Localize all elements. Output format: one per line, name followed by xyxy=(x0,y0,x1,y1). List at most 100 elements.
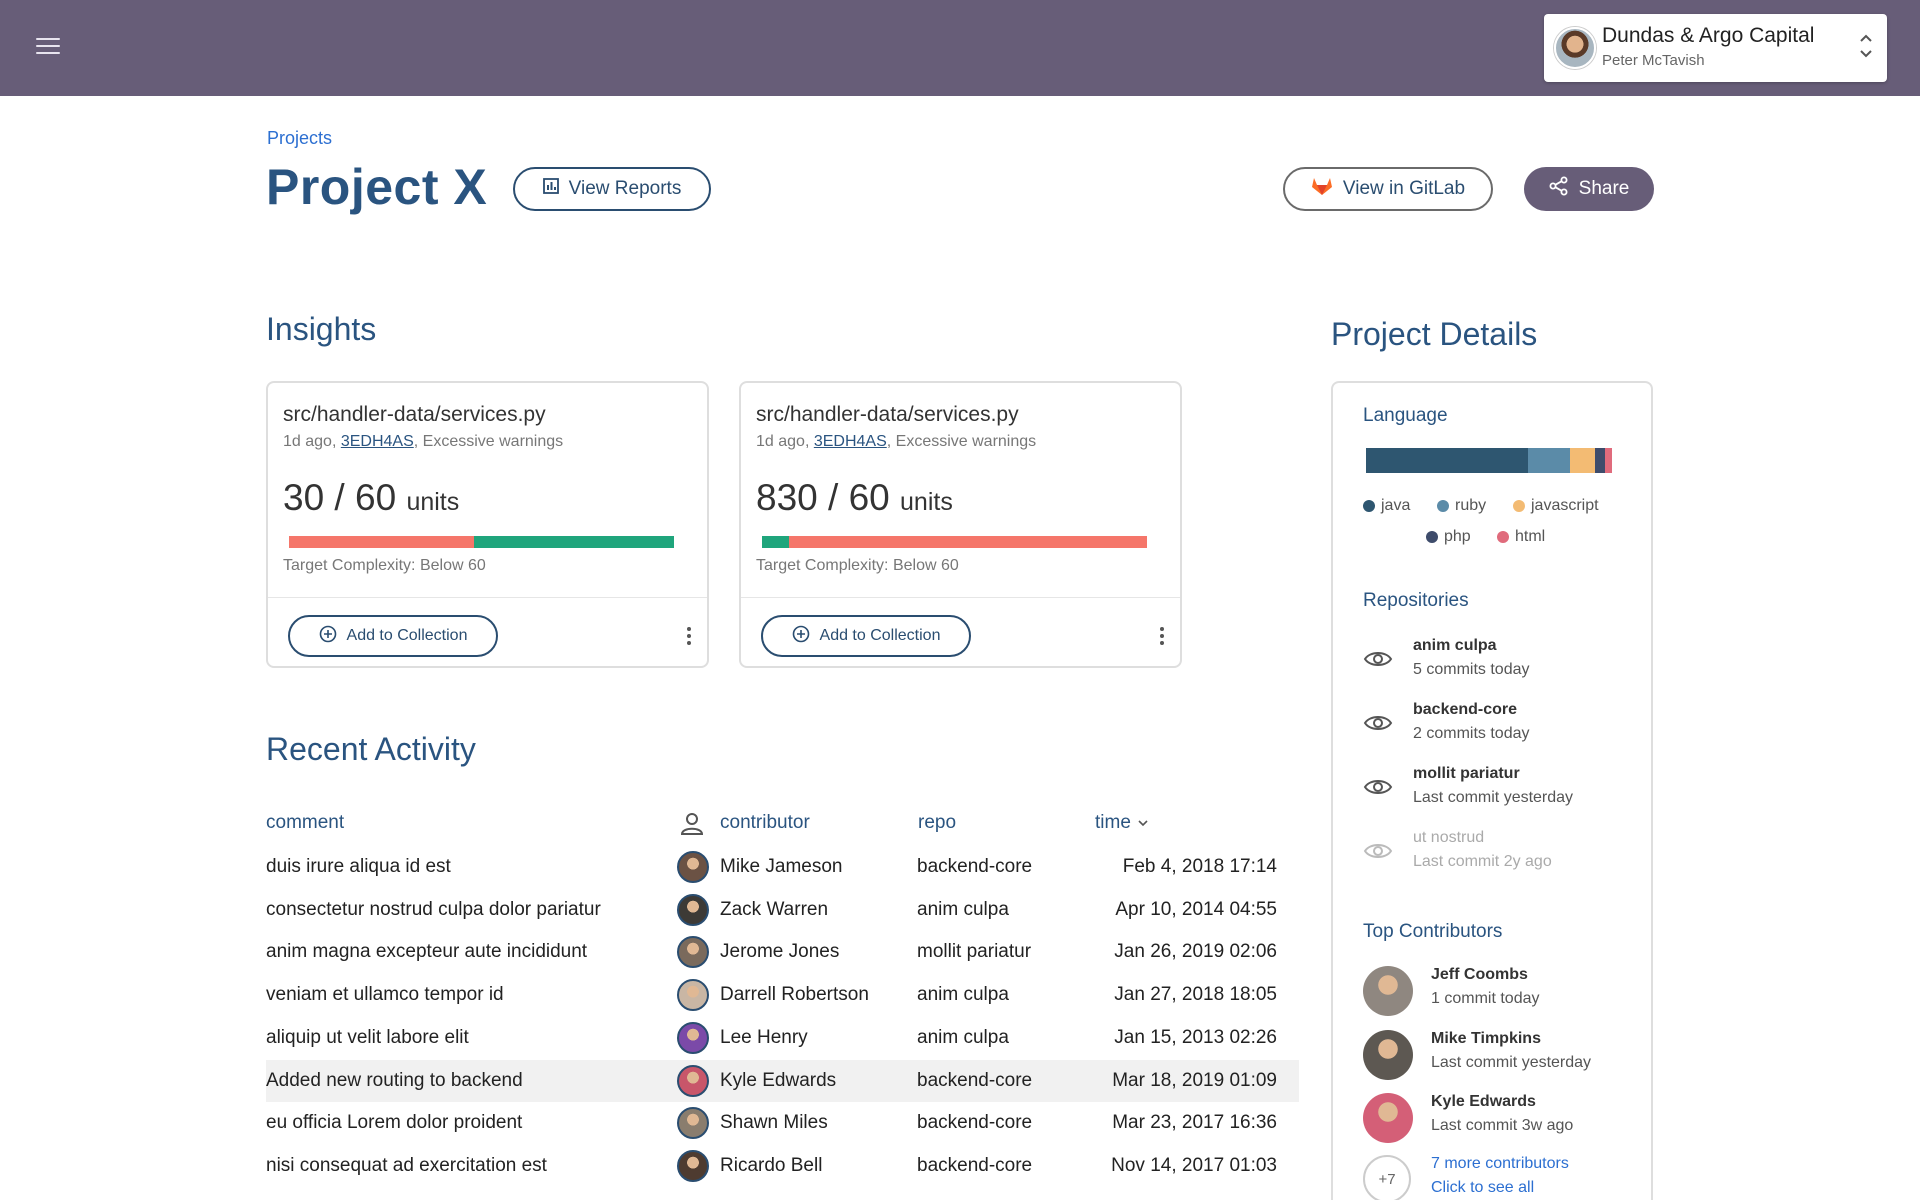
commit-link[interactable]: 3EDH4AS xyxy=(813,433,887,450)
row-comment: anim magna excepteur aute incididunt xyxy=(266,941,588,963)
target-complexity: Target Complexity: Below 60 xyxy=(283,557,486,574)
table-row[interactable]: Added new routing to backend Kyle Edwards… xyxy=(266,1059,1299,1102)
insight-file-path: src/handler-data/services.py xyxy=(756,403,1019,426)
row-comment: consectetur nostrud culpa dolor pariatur xyxy=(266,898,601,920)
repository-item[interactable]: backend-core 2 commits today xyxy=(1363,701,1623,753)
commit-link[interactable]: 3EDH4AS xyxy=(340,433,414,450)
table-row[interactable]: anim magna excepteur aute incididunt Jero… xyxy=(266,931,1299,973)
repository-status: 5 commits today xyxy=(1413,661,1530,678)
row-contributor: Zack Warren xyxy=(720,898,829,920)
row-repo: mollit pariatur xyxy=(917,941,1032,963)
legend-php: php xyxy=(1426,528,1471,546)
column-header-contributor[interactable]: contributor xyxy=(720,812,810,833)
table-row[interactable]: veniam et ullamco tempor id Darrell Rober… xyxy=(266,974,1299,1016)
row-contributor: Lee Henry xyxy=(720,1026,808,1048)
contributor-item[interactable]: Mike Timpkins Last commit yesterday xyxy=(1363,1030,1633,1086)
eye-icon[interactable] xyxy=(1363,647,1393,671)
plus-circle-icon xyxy=(319,625,337,648)
project-details-panel: Language java ruby javascript php html R… xyxy=(1331,381,1653,1200)
legend-java-swatch xyxy=(1363,500,1375,512)
chevron-down-icon xyxy=(1136,812,1150,833)
contributor-item[interactable]: Kyle Edwards Last commit 3w ago xyxy=(1363,1093,1633,1149)
share-button[interactable]: Share xyxy=(1524,167,1654,211)
column-header-repo[interactable]: repo xyxy=(918,812,957,833)
language-segment-html xyxy=(1604,448,1612,473)
view-in-gitlab-button[interactable]: View in GitLab xyxy=(1283,167,1493,211)
eye-icon[interactable] xyxy=(1363,775,1393,799)
menu-icon[interactable] xyxy=(36,38,60,58)
row-time: Feb 4, 2018 17:14 xyxy=(1122,856,1277,877)
insight-units: 830 / 60 units xyxy=(756,477,953,518)
contributor-status: Last commit yesterday xyxy=(1431,1054,1592,1071)
add-to-collection-label: Add to Collection xyxy=(819,627,941,644)
complexity-bar-segment-b xyxy=(788,536,1147,548)
column-header-time[interactable]: time xyxy=(1095,812,1150,834)
eye-icon[interactable] xyxy=(1363,711,1393,735)
row-repo: anim culpa xyxy=(917,898,1009,920)
table-row[interactable]: aliquip ut velit labore elit Lee Henry ani… xyxy=(266,1017,1299,1059)
row-comment: eu officia Lorem dolor proident xyxy=(266,1112,523,1134)
add-to-collection-button[interactable]: Add to Collection xyxy=(288,615,498,657)
user-name: Peter McTavish xyxy=(1602,52,1705,69)
more-options-icon[interactable] xyxy=(685,623,693,649)
language-bar xyxy=(1366,448,1612,473)
contributor-name: Mike Timpkins xyxy=(1431,1030,1541,1047)
add-to-collection-button[interactable]: Add to Collection xyxy=(761,615,971,657)
view-reports-label: View Reports xyxy=(568,178,682,199)
table-row[interactable]: duis irure aliqua id est Mike Jameson back… xyxy=(266,846,1299,888)
eye-icon[interactable] xyxy=(1363,839,1393,863)
more-options-icon[interactable] xyxy=(1158,623,1166,649)
see-all-link[interactable]: Click to see all xyxy=(1431,1179,1535,1196)
repository-status: Last commit 2y ago xyxy=(1413,853,1552,870)
breadcrumb-projects[interactable]: Projects xyxy=(267,128,333,148)
row-time: Mar 23, 2017 16:36 xyxy=(1112,1112,1277,1134)
language-segment-javascript xyxy=(1570,448,1595,473)
org-switcher[interactable]: Dundas & Argo Capital Peter McTavish xyxy=(1544,14,1887,82)
report-chart-icon xyxy=(542,178,559,200)
row-contributor: Ricardo Bell xyxy=(720,1154,823,1176)
view-reports-button[interactable]: View Reports xyxy=(513,167,711,211)
repository-name: ut nostrud xyxy=(1413,829,1485,846)
row-comment: nisi consequat ad exercitation est xyxy=(266,1154,547,1176)
complexity-bar-segment-a xyxy=(762,536,789,548)
insight-card: src/handler-data/services.py 1d ago, 3ED… xyxy=(739,381,1182,668)
row-comment: aliquip ut velit labore elit xyxy=(266,1026,469,1048)
repository-name: anim culpa xyxy=(1413,637,1497,654)
legend-html: html xyxy=(1497,528,1545,546)
repository-status: Last commit yesterday xyxy=(1413,789,1574,806)
table-row[interactable]: nisi consequat ad exercitation est Ricard… xyxy=(266,1145,1299,1187)
insight-card: src/handler-data/services.py 1d ago, 3ED… xyxy=(266,381,709,668)
contributor-avatar xyxy=(677,1107,709,1140)
table-row[interactable]: eu officia Lorem dolor proident Shawn Mil… xyxy=(266,1102,1299,1144)
complexity-bar xyxy=(289,536,674,548)
view-in-gitlab-label: View in GitLab xyxy=(1342,178,1466,199)
row-time: Mar 18, 2019 01:09 xyxy=(1112,1069,1277,1091)
legend-javascript: javascript xyxy=(1513,497,1599,515)
row-repo: anim culpa xyxy=(917,984,1009,1006)
legend-ruby: ruby xyxy=(1437,497,1486,515)
more-contributors-label[interactable]: 7 more contributors xyxy=(1431,1155,1569,1172)
card-divider xyxy=(268,597,707,598)
contributor-item[interactable]: Jeff Coombs 1 commit today xyxy=(1363,966,1633,1022)
repository-item[interactable]: ut nostrud Last commit 2y ago xyxy=(1363,829,1623,881)
column-header-comment[interactable]: comment xyxy=(266,812,345,833)
repositories-label: Repositories xyxy=(1363,590,1469,611)
project-details-title: Project Details xyxy=(1331,316,1538,352)
insight-units: 30 / 60 units xyxy=(283,477,460,518)
contributor-status: 1 commit today xyxy=(1431,990,1540,1007)
insight-meta: 1d ago, 3EDH4AS, Excessive warnings xyxy=(756,433,1037,450)
insight-meta: 1d ago, 3EDH4AS, Excessive warnings xyxy=(283,433,564,450)
contributor-avatar xyxy=(677,1021,709,1054)
repository-item[interactable]: anim culpa 5 commits today xyxy=(1363,637,1623,689)
legend-php-swatch xyxy=(1426,531,1438,543)
contributor-avatar xyxy=(1363,1030,1413,1080)
insights-title: Insights xyxy=(266,311,377,347)
recent-activity-title: Recent Activity xyxy=(266,731,476,767)
share-icon xyxy=(1549,176,1569,202)
more-contributors-link[interactable]: +7 7 more contributors Click to see all xyxy=(1363,1155,1633,1200)
repository-status: 2 commits today xyxy=(1413,725,1530,742)
contributor-avatar xyxy=(677,851,709,883)
repository-item[interactable]: mollit pariatur Last commit yesterday xyxy=(1363,765,1623,817)
table-row[interactable]: consectetur nostrud culpa dolor pariatur… xyxy=(266,889,1299,931)
row-repo: anim culpa xyxy=(917,1026,1009,1048)
